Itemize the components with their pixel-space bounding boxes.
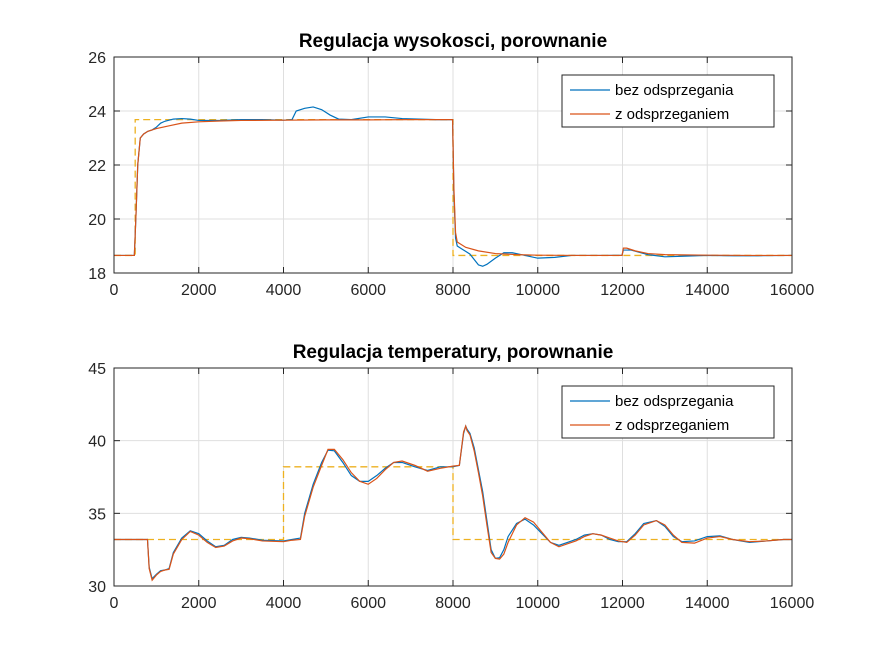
- legend: bez odsprzegania z odsprzeganiem: [561, 74, 775, 128]
- x-tick-label: 4000: [266, 282, 302, 299]
- y-tick-label: 20: [88, 212, 106, 229]
- chart-panel-2: 0 2000 4000 6000 8000 10000 12000 14000 16000 30 3…: [88, 342, 814, 612]
- x-tick-label: 2000: [181, 595, 217, 612]
- legend-label: z odsprzeganiem: [615, 106, 729, 123]
- x-tick-label: 0: [110, 282, 119, 299]
- x-tick-label: 10000: [516, 595, 561, 612]
- ticks: 0 2000 4000 6000 8000 10000 12000 14000 16000 30 3…: [88, 361, 814, 612]
- y-tick-label: 35: [88, 506, 106, 523]
- x-tick-label: 12000: [600, 282, 645, 299]
- x-tick-label: 16000: [770, 282, 815, 299]
- legend-box: [561, 74, 775, 128]
- x-tick-label: 6000: [350, 595, 386, 612]
- chart-title: Regulacja temperatury, porownanie: [293, 342, 614, 363]
- x-tick-label: 6000: [350, 282, 386, 299]
- y-tick-label: 26: [88, 50, 106, 67]
- series-line-2: [114, 119, 792, 257]
- x-tick-label: 8000: [435, 282, 471, 299]
- legend-label: z odsprzeganiem: [615, 417, 729, 434]
- y-tick-label: 45: [88, 361, 106, 378]
- y-tick-label: 30: [88, 579, 106, 596]
- legend: bez odsprzegania z odsprzeganiem: [561, 385, 775, 439]
- series-line-2: [114, 424, 792, 582]
- y-tick-label: 40: [88, 434, 106, 451]
- x-tick-label: 16000: [770, 595, 815, 612]
- legend-label: bez odsprzegania: [615, 82, 734, 99]
- x-tick-label: 10000: [516, 282, 561, 299]
- x-tick-label: 14000: [685, 595, 730, 612]
- y-tick-label: 24: [88, 104, 106, 121]
- y-tick-label: 22: [88, 158, 106, 175]
- x-tick-label: 14000: [685, 282, 730, 299]
- legend-box: [561, 385, 775, 439]
- x-tick-label: 4000: [266, 595, 302, 612]
- x-tick-label: 0: [110, 595, 119, 612]
- chart-panel-1: 0 2000 4000 6000 8000 10000 12000 14000 16000 18 2…: [88, 31, 814, 299]
- x-tick-label: 8000: [435, 595, 471, 612]
- legend-label: bez odsprzegania: [615, 393, 734, 410]
- y-tick-label: 18: [88, 266, 106, 283]
- x-tick-label: 2000: [181, 282, 217, 299]
- ticks: 0 2000 4000 6000 8000 10000 12000 14000 16000 18 2…: [88, 50, 814, 299]
- x-tick-label: 12000: [600, 595, 645, 612]
- chart-title: Regulacja wysokosci, porownanie: [299, 31, 607, 52]
